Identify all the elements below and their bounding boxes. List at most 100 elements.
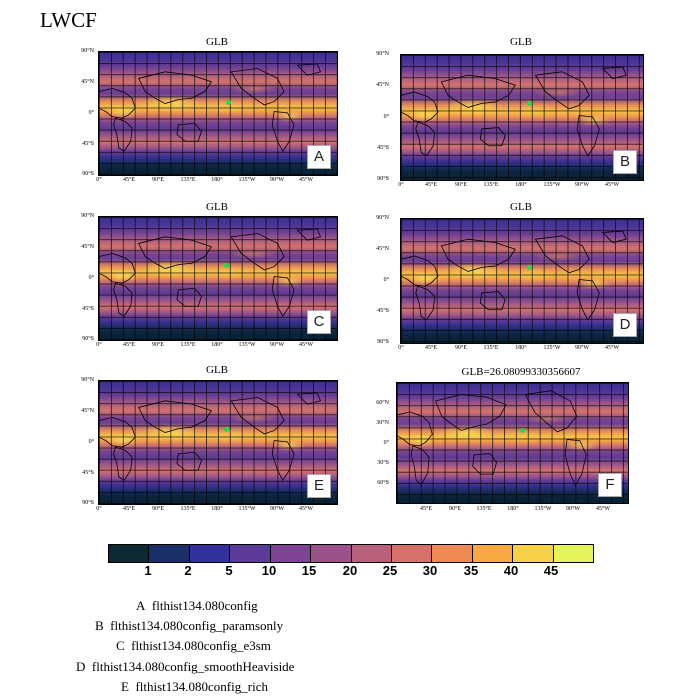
- colorbar-swatch: [311, 545, 352, 562]
- colorbar-label: 10: [261, 563, 277, 578]
- legend-name: flthist134.080config: [151, 598, 258, 613]
- x-tick: 45°E: [424, 345, 438, 351]
- x-tick: 135°E: [180, 506, 196, 512]
- panel-d-badge: D: [613, 313, 637, 337]
- continent-outlines: [99, 228, 322, 317]
- y-tick: 90°N: [81, 48, 94, 54]
- legend-name: flthist134.080config_rich: [135, 679, 268, 694]
- x-tick: 90°E: [454, 182, 468, 188]
- x-tick: 180°: [211, 342, 223, 348]
- colorbar-swatch: [351, 545, 392, 562]
- y-tick: 45°S: [82, 470, 94, 476]
- y-tick: 60°N: [376, 400, 389, 406]
- x-tick: 90°W: [269, 506, 285, 512]
- x-tick: 45°E: [122, 506, 136, 512]
- y-tick: 45°N: [81, 244, 94, 250]
- y-tick: 45°N: [376, 246, 389, 252]
- colorbar-swatch: [270, 545, 312, 562]
- x-tick: 90°E: [151, 506, 165, 512]
- x-tick: 45°W: [595, 506, 611, 512]
- y-tick: 45°N: [81, 79, 94, 85]
- y-tick: 90°N: [376, 51, 389, 57]
- continent-outlines: [397, 390, 587, 487]
- y-tick: 45°N: [376, 82, 389, 88]
- panel-e-badge: E: [307, 474, 331, 498]
- y-tick: 90°S: [82, 171, 94, 177]
- continent-outlines: [99, 63, 322, 152]
- x-tick: 90°W: [565, 506, 581, 512]
- y-tick: 90°N: [81, 213, 94, 219]
- figure-title: LWCF: [40, 8, 97, 32]
- legend-name: flthist134.080config_e3sm: [131, 638, 271, 653]
- y-tick: 45°S: [82, 141, 94, 147]
- y-tick: 90°S: [82, 336, 94, 342]
- panel-c-title: GLB: [206, 201, 228, 213]
- colorbar-label: 5: [225, 563, 233, 578]
- colorbar-swatch: [391, 545, 433, 562]
- x-tick: 45°W: [298, 177, 314, 183]
- x-tick: 45°E: [122, 342, 136, 348]
- x-tick: 90°W: [269, 177, 285, 183]
- x-tick: 90°E: [151, 342, 165, 348]
- x-tick: 180°: [515, 345, 527, 351]
- x-tick: 135°W: [543, 345, 561, 351]
- x-tick: 180°: [211, 506, 223, 512]
- x-tick: 135°E: [483, 182, 499, 188]
- x-tick: 90°W: [574, 345, 590, 351]
- y-tick: 45°S: [82, 306, 94, 312]
- panel-a-map: A: [98, 51, 338, 176]
- green-marker: [224, 427, 229, 432]
- colorbar-swatch: [432, 545, 473, 562]
- y-tick: 90°S: [377, 339, 389, 345]
- panel-f-title: GLB=26.08099330356607: [461, 366, 581, 378]
- colorbar-swatch: [513, 545, 554, 562]
- panel-c-badge: C: [307, 310, 331, 334]
- green-marker: [527, 101, 532, 106]
- y-tick: 45°N: [81, 408, 94, 414]
- colorbar-swatch: [189, 545, 231, 562]
- colorbar-label: 30: [422, 563, 438, 578]
- y-tick: 0°: [88, 275, 94, 281]
- y-tick: 45°S: [377, 308, 389, 314]
- colorbar-swatch: [553, 545, 594, 562]
- x-tick: 135°E: [180, 177, 196, 183]
- x-tick: 45°W: [604, 182, 620, 188]
- x-tick: 135°E: [476, 506, 492, 512]
- legend-letter: E: [121, 679, 129, 694]
- x-tick: 135°W: [534, 506, 552, 512]
- y-tick: 30°N: [376, 420, 389, 426]
- y-tick: 0°: [383, 114, 389, 120]
- panel-b-badge: B: [613, 150, 637, 174]
- panel-e-title: GLB: [206, 364, 228, 376]
- panel-b-map: B: [400, 54, 644, 181]
- x-tick: 180°: [211, 177, 223, 183]
- x-tick: 135°W: [238, 177, 256, 183]
- legend-name: flthist134.080config_smoothHeaviside: [91, 659, 295, 674]
- x-tick: 135°W: [238, 342, 256, 348]
- legend-name: flthist134.080config_paramsonly: [110, 618, 284, 633]
- y-tick: 90°N: [81, 377, 94, 383]
- x-tick: 90°W: [574, 182, 590, 188]
- x-tick: 45°W: [604, 345, 620, 351]
- panel-d-map: D: [400, 218, 644, 344]
- colorbar-label: 35: [463, 563, 479, 578]
- colorbar-label: 25: [382, 563, 398, 578]
- x-tick: 0°: [398, 182, 404, 188]
- colorbar-label: 1: [144, 563, 152, 578]
- legend-entry: C flthist134.080config_e3sm: [116, 638, 271, 654]
- x-tick: 90°E: [448, 506, 462, 512]
- x-tick: 45°W: [298, 506, 314, 512]
- x-tick: 45°W: [298, 342, 314, 348]
- y-tick: 45°S: [377, 145, 389, 151]
- x-tick: 180°: [507, 506, 519, 512]
- panel-d-title: GLB: [510, 201, 532, 213]
- x-tick: 45°E: [122, 177, 136, 183]
- y-tick: 0°: [88, 439, 94, 445]
- legend-letter: A: [136, 598, 146, 613]
- legend-entry: A flthist134.080config: [136, 598, 258, 614]
- y-tick: 0°: [383, 440, 389, 446]
- x-tick: 90°E: [454, 345, 468, 351]
- panel-f-badge: F: [598, 473, 622, 497]
- y-tick: 30°S: [377, 460, 389, 466]
- continent-outlines: [401, 66, 627, 157]
